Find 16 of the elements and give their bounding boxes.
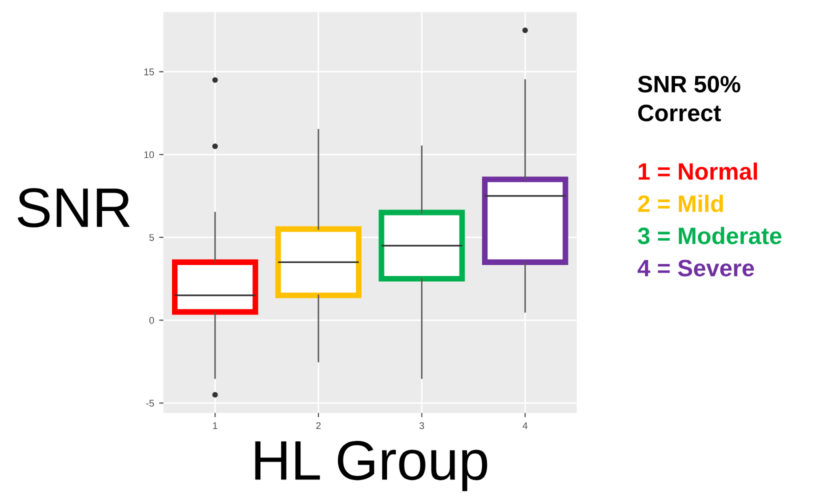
y-tick-label: -5	[146, 400, 154, 407]
y-tick-label: 10	[144, 151, 154, 158]
text: 1 = Normal	[638, 162, 757, 180]
x-tick-label: 3	[419, 422, 424, 430]
x-tick-label: 4	[522, 422, 528, 430]
y-tick-label: 5	[149, 234, 154, 241]
x-tick-label: 2	[316, 422, 321, 430]
text: 4 = Severe	[638, 260, 754, 276]
y-tick-label: 15	[144, 68, 154, 76]
text: 3 = Moderate	[638, 226, 782, 244]
text: 2 = Mild	[638, 194, 723, 212]
x-axis-title: HL Group	[255, 440, 488, 492]
y-axis-title: SNR	[18, 188, 130, 228]
y-tick-label: 0	[149, 316, 154, 324]
x-tick-label: 1	[213, 422, 218, 430]
text: SNR 50% Correct	[638, 76, 740, 122]
